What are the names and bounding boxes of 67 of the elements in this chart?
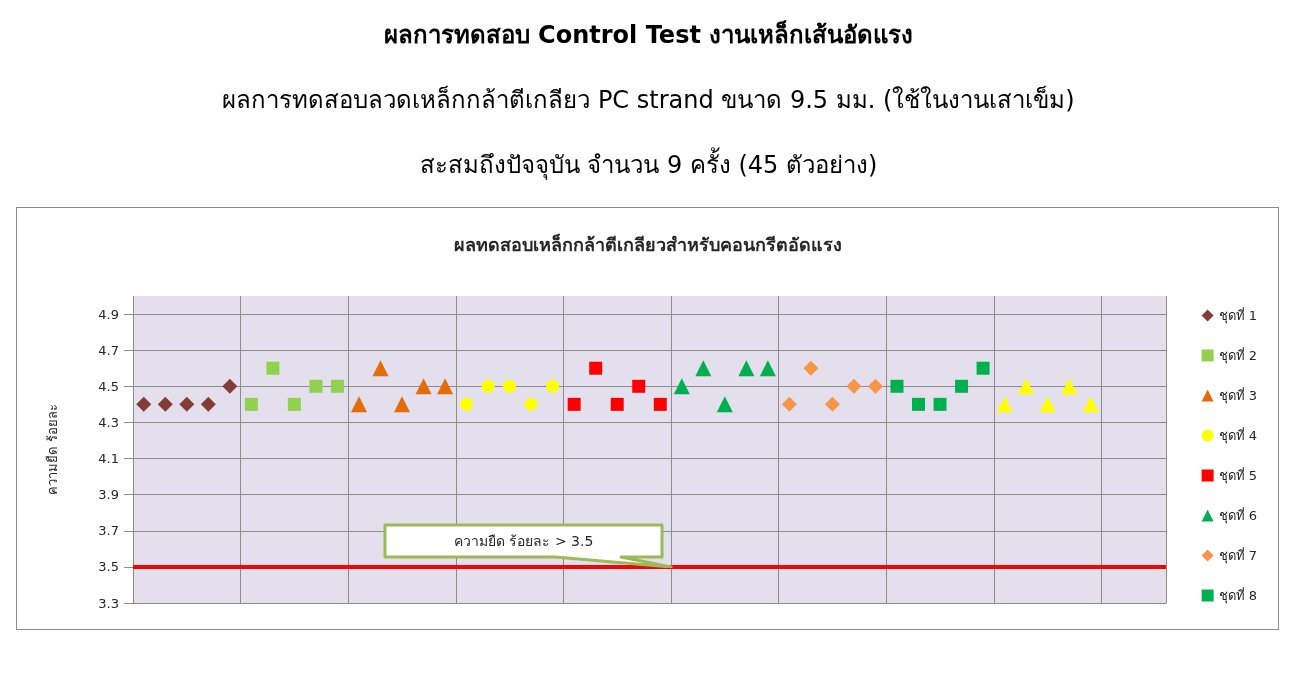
point: [481, 379, 495, 393]
point: [460, 397, 474, 411]
point: [933, 397, 947, 411]
y-axis-title: ความยืด ร้อยละ: [45, 404, 60, 495]
y-tick-label: 4.3: [98, 414, 119, 430]
legend-label: ชุดที่ 3: [1218, 387, 1257, 404]
point: [781, 396, 797, 412]
y-tick-label: 4.1: [98, 451, 119, 467]
point: [266, 361, 280, 375]
point: [372, 360, 389, 377]
chart-title: ผลการทดสอบ Control Test งานเหล็กเส้นอัดแรง: [382, 19, 915, 51]
point: [437, 378, 454, 395]
point: [200, 396, 216, 412]
point: [503, 379, 517, 393]
point: [912, 397, 926, 411]
point: [803, 360, 819, 376]
point: [738, 360, 755, 377]
point: [653, 397, 667, 411]
point: [567, 397, 581, 411]
point: [996, 396, 1013, 413]
point: [546, 379, 560, 393]
point: [695, 360, 712, 377]
y-tick-label: 3.5: [98, 559, 119, 575]
legend-label: ชุดที่ 7: [1218, 547, 1257, 564]
legend-label: ชุดที่ 1: [1218, 307, 1257, 324]
point: [136, 396, 152, 412]
point: [846, 378, 862, 394]
text: ผลทดสอบเหล็กกล้าตีเกลียวสำหรับคอนกรีตอัดแรง: [452, 233, 843, 257]
point: [1018, 378, 1035, 395]
point: [330, 379, 344, 393]
point: [350, 396, 367, 413]
point: [890, 379, 904, 393]
legend-label: ชุดที่ 4: [1218, 427, 1257, 444]
y-tick-label: 3.9: [98, 487, 119, 503]
y-tick-label: 4.5: [98, 378, 119, 394]
y-tick-label: 4.7: [98, 342, 119, 358]
legend-label: ชุดที่ 2: [1218, 347, 1257, 364]
point: [287, 397, 301, 411]
point: [157, 396, 173, 412]
point: [1039, 396, 1056, 413]
point: [867, 378, 883, 394]
y-tick-label: 3.7: [98, 523, 119, 539]
legend-label: ชุดที่ 8: [1218, 587, 1257, 604]
legend-label: ชุดที่ 5: [1218, 467, 1257, 484]
text: ผลการทดสอบลวดเหล็กกล้าตีเกลียว PC strand ขนาด 9.5 มม. (ใช้ในงานเสาเข็ม) สะสมถึงปัจจุบัน จำนวน 9 ครั้ง (45 ตัวอย่าง): [222, 86, 1075, 179]
point: [976, 361, 990, 375]
point: [1082, 396, 1099, 413]
point: [179, 396, 195, 412]
point: [673, 378, 690, 395]
point: [824, 396, 840, 412]
point: [589, 361, 603, 375]
point: [394, 396, 411, 413]
point: [632, 379, 646, 393]
point: [716, 396, 733, 413]
y-tick-label: 3.3: [98, 595, 119, 611]
point: [244, 397, 258, 411]
point: [1061, 378, 1078, 395]
y-tick-label: 4.9: [98, 306, 119, 322]
ref-line-label: ความยืด ร้อยละ > 3.5: [453, 531, 595, 550]
point: [524, 397, 538, 411]
point: [610, 397, 624, 411]
point: [955, 379, 969, 393]
point: [309, 379, 323, 393]
point: [759, 360, 776, 377]
point: [415, 378, 432, 395]
point: [222, 378, 238, 394]
legend-label: ชุดที่ 6: [1218, 507, 1257, 524]
